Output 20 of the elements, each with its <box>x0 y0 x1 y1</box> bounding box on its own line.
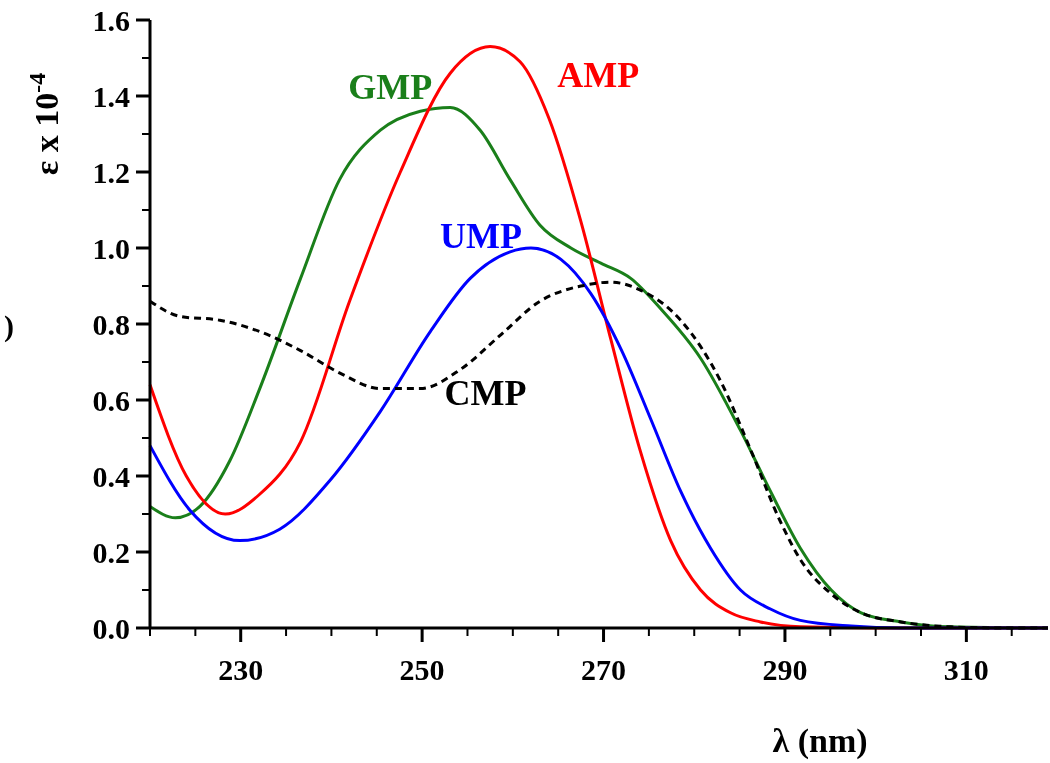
series-label: GMP <box>348 67 433 108</box>
series-label: UMP <box>439 216 522 256</box>
series-label: CMP <box>444 372 527 413</box>
y-tick-label: 1.0 <box>92 232 130 265</box>
y-tick-label: 0.4 <box>92 460 130 493</box>
y-tick-label: 1.2 <box>92 156 130 189</box>
x-tick-label: 290 <box>762 653 808 686</box>
x-tick-label: 230 <box>218 653 264 686</box>
y-tick-label: 0.8 <box>92 308 130 341</box>
x-tick-label: 270 <box>581 653 627 686</box>
series-label: AMP <box>557 54 640 95</box>
y-tick-label: 0.2 <box>92 536 130 569</box>
y-tick-label: 0.0 <box>92 612 130 645</box>
text: ) <box>4 309 14 343</box>
x-tick-label: 310 <box>943 653 989 686</box>
x-axis-title: λ (nm) <box>772 722 868 760</box>
y-tick-label: 1.6 <box>92 4 130 37</box>
x-tick-label: 250 <box>399 653 445 686</box>
y-tick-label: 0.6 <box>92 384 130 417</box>
y-tick-label: 1.4 <box>92 80 130 113</box>
